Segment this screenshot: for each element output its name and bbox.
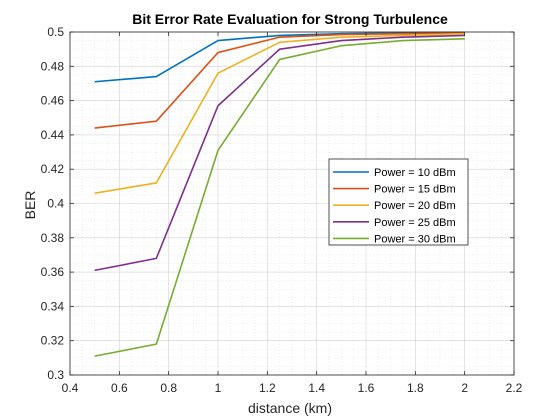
y-tick-label: 0.32 (41, 334, 65, 348)
series-line-3 (94, 32, 465, 194)
x-tick-label: 0.6 (111, 381, 128, 395)
legend: Power = 10 dBm Power = 15 dBm Power = 20 d… (328, 158, 469, 246)
axis-ticks (69, 31, 515, 376)
x-tick-label: 1.4 (308, 381, 325, 395)
y-tick-labels: 0.3 0.32 0.34 0.36 0.38 0.4 0.42 0.44 0.46 0.48 0.… (41, 25, 65, 382)
legend-label-3: Power = 20 dBm (374, 200, 456, 212)
y-tick-label: 0.38 (41, 231, 65, 245)
x-tick-label: 1 (215, 381, 222, 395)
major-grid (69, 31, 515, 376)
legend-items: Power = 10 dBm Power = 15 dBm Power = 20 d… (333, 167, 456, 245)
y-tick-label: 0.5 (47, 25, 64, 39)
legend-box (328, 158, 469, 246)
y-axis-label: BER (22, 191, 38, 220)
x-tick-labels: 0.4 0.6 0.8 1 1.2 1.4 1.6 1.8 2 2.2 (62, 381, 523, 395)
x-tick-label: 1.8 (407, 381, 424, 395)
x-tick-label: 0.4 (62, 381, 79, 395)
x-tick-label: 1.6 (358, 381, 375, 395)
x-tick-label: 2 (461, 381, 468, 395)
y-tick-label: 0.42 (41, 162, 65, 176)
x-tick-label: 2.2 (506, 381, 523, 395)
y-tick-label: 0.3 (47, 368, 64, 382)
series-line-4 (94, 34, 465, 272)
y-tick-label: 0.48 (41, 59, 65, 73)
legend-label-1: Power = 10 dBm (374, 167, 456, 179)
legend-label-2: Power = 15 dBm (374, 184, 456, 196)
y-tick-label: 0.4 (47, 197, 64, 211)
y-tick-label: 0.44 (41, 128, 65, 142)
chart-title: Bit Error Rate Evaluation for Strong Tur… (132, 11, 448, 27)
series-layer (94, 31, 465, 357)
series-line-1 (94, 31, 465, 83)
x-axis-label: distance (km) (248, 400, 332, 416)
legend-label-4: Power = 25 dBm (374, 217, 456, 229)
y-tick-label: 0.36 (41, 265, 65, 279)
legend-label-5: Power = 30 dBm (374, 233, 456, 245)
series-line-5 (94, 38, 465, 357)
series-line-2 (94, 32, 465, 129)
x-tick-label: 1.2 (259, 381, 276, 395)
y-tick-label: 0.34 (41, 299, 65, 313)
x-tick-label: 0.8 (160, 381, 177, 395)
y-tick-label: 0.46 (41, 94, 65, 108)
